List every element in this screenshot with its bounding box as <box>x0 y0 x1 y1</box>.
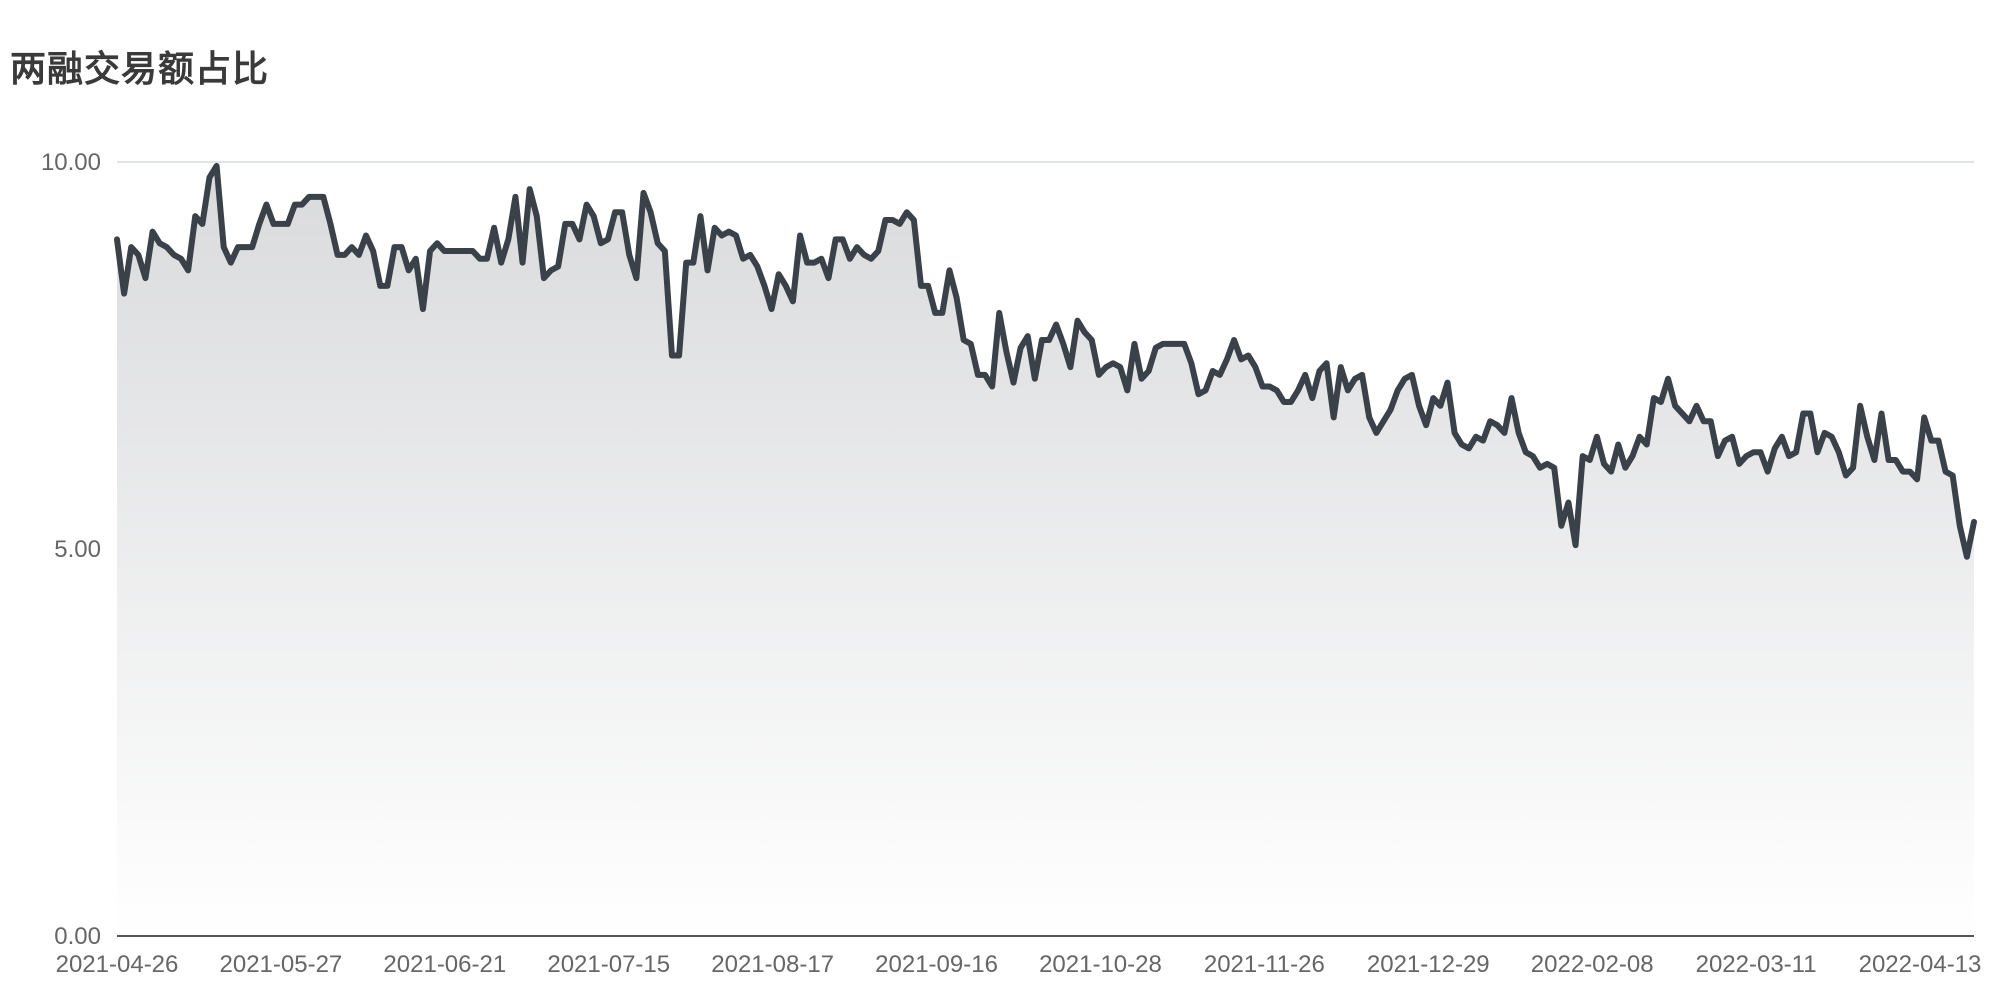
x-tick-label-7: 2021-11-26 <box>1204 951 1325 978</box>
x-tick-label-6: 2021-10-28 <box>1039 951 1162 978</box>
x-tick-label-10: 2022-03-11 <box>1696 951 1817 978</box>
x-tick-label-5: 2021-09-16 <box>875 951 998 978</box>
x-tick-label-4: 2021-08-17 <box>711 951 834 978</box>
x-tick-label-3: 2021-07-15 <box>547 951 670 978</box>
x-tick-label-0: 2021-04-26 <box>56 951 179 978</box>
y-tick-label-2: 10.00 <box>41 149 101 176</box>
x-tick-label-9: 2022-02-08 <box>1531 951 1654 978</box>
y-tick-label-0: 0.00 <box>54 923 101 950</box>
area-fill-layer <box>117 165 1974 936</box>
x-tick-label-8: 2021-12-29 <box>1367 951 1490 978</box>
x-tick-label-1: 2021-05-27 <box>220 951 343 978</box>
x-tick-label-2: 2021-06-21 <box>383 951 506 978</box>
series-line <box>114 162 1977 560</box>
y-tick-label-1: 5.00 <box>54 536 101 563</box>
series-line-layer <box>114 162 1977 560</box>
chart-title: 两融交易额占比 <box>10 49 270 90</box>
series-area-fill <box>117 165 1974 936</box>
x-axis-tick-labels: 2021-04-26 2021-05-27 2021-06-21 2021-07-15… <box>56 951 1982 978</box>
x-tick-label-11: 2022-04-13 <box>1859 951 1982 978</box>
y-axis-tick-labels: 0.00 5.00 10.00 <box>41 149 101 950</box>
